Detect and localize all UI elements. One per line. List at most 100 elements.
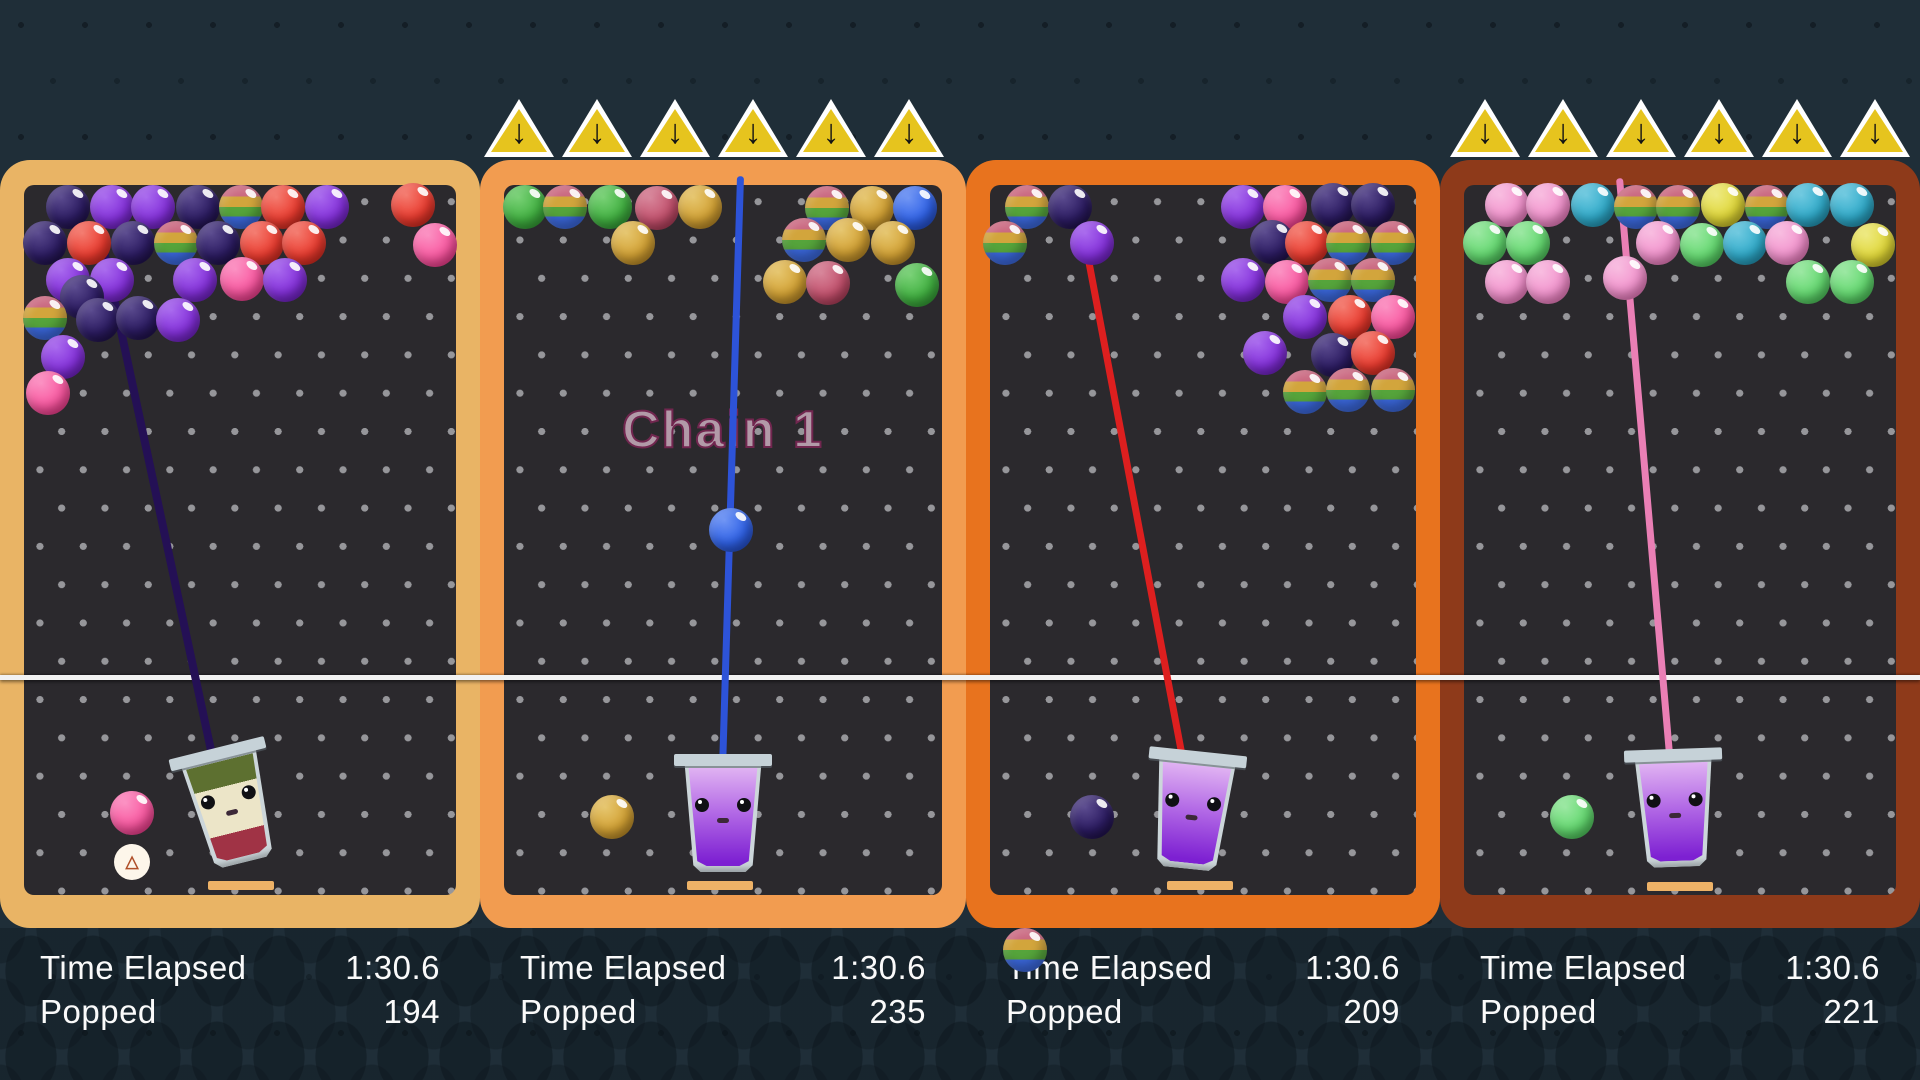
bubble-Q [1765, 221, 1809, 265]
popped-value: 209 [1343, 993, 1400, 1030]
popped-label: Popped [1006, 993, 1123, 1030]
bubble-N [116, 296, 160, 340]
bubble-P [1221, 258, 1265, 302]
next-bubble [1550, 795, 1594, 839]
bubble-Q [1526, 183, 1570, 227]
bubble-W [1351, 258, 1395, 302]
bubble-P [1243, 331, 1287, 375]
stats-player-1: Time Elapsed 1:30.6 Popped 194 [40, 946, 440, 1034]
bubble-T [1723, 221, 1767, 265]
next-bubble [110, 791, 154, 835]
bubble-W [1371, 221, 1415, 265]
time-elapsed-label: Time Elapsed [1480, 949, 1687, 986]
warning-drop-icon: ↓ [562, 99, 632, 157]
cup-eye-left [695, 798, 710, 813]
cup-liquid [1148, 761, 1236, 867]
down-arrow-icon: ↓ [1788, 113, 1806, 151]
warning-drop-icon: ↓ [1840, 99, 1910, 157]
cup-body [1628, 753, 1722, 868]
bubble-D [871, 221, 915, 265]
stats-player-3: Time Elapsed 1:30.6 Popped 209 [1006, 946, 1400, 1034]
time-elapsed-value: 1:30.6 [1305, 949, 1400, 986]
down-arrow-icon: ↓ [900, 113, 918, 151]
warning-drop-icon: ↓ [1684, 99, 1754, 157]
bubble-W [23, 296, 67, 340]
down-arrow-icon: ↓ [1866, 113, 1884, 151]
shooter-cup [1623, 747, 1723, 868]
cup-lid [674, 754, 772, 766]
bubble-L [1680, 223, 1724, 267]
down-arrow-icon: ↓ [822, 113, 840, 151]
popped-label: Popped [520, 993, 637, 1030]
popped-row: Popped 209 [1006, 990, 1400, 1034]
down-arrow-icon: ↓ [588, 113, 606, 151]
shooter-cup [1141, 746, 1248, 874]
time-elapsed-row: Time Elapsed 1:30.6 [40, 946, 440, 990]
bubble-W [1326, 368, 1370, 412]
shooter-platform [208, 881, 274, 890]
time-elapsed-row: Time Elapsed 1:30.6 [1006, 946, 1400, 990]
cup-mouth [717, 818, 729, 824]
bubble-Q [1636, 221, 1680, 265]
stats-player-2: Time Elapsed 1:30.6 Popped 235 [520, 946, 926, 1034]
warning-drop-icon: ↓ [1606, 99, 1676, 157]
bubble-N [76, 298, 120, 342]
shooter-platform [1167, 881, 1233, 890]
down-arrow-icon: ↓ [744, 113, 762, 151]
cup-liquid [688, 768, 758, 866]
cup-liquid [182, 752, 281, 866]
swap-bubble-icon[interactable]: △ [114, 844, 150, 880]
time-elapsed-value: 1:30.6 [345, 949, 440, 986]
bubble-R [67, 221, 111, 265]
bubble-T [1830, 183, 1874, 227]
bubble-P [1283, 295, 1327, 339]
bubble-Q [1485, 260, 1529, 304]
bubble-L [1463, 221, 1507, 265]
bubble-Y [1851, 223, 1895, 267]
bubble-P [156, 298, 200, 342]
bubble-Q [1603, 256, 1647, 300]
warning-drop-icon: ↓ [1762, 99, 1832, 157]
bubble-G [895, 263, 939, 307]
bubble-L [1830, 260, 1874, 304]
stats-player-4: Time Elapsed 1:30.6 Popped 221 [1480, 946, 1880, 1034]
bubble-L [1506, 221, 1550, 265]
bubble-G [503, 185, 547, 229]
next-bubble [590, 795, 634, 839]
bubble-P [1070, 221, 1114, 265]
down-arrow-icon: ↓ [666, 113, 684, 151]
bubble-P [1221, 185, 1265, 229]
down-arrow-icon: ↓ [510, 113, 528, 151]
bubble-D [678, 185, 722, 229]
bubble-D [826, 218, 870, 262]
popped-value: 221 [1823, 993, 1880, 1030]
warning-drop-icon: ↓ [1450, 99, 1520, 157]
time-elapsed-value: 1:30.6 [831, 949, 926, 986]
flying-bubble [709, 508, 753, 552]
bubble-W [1308, 258, 1352, 302]
cup-liquid [1634, 762, 1715, 863]
time-elapsed-row: Time Elapsed 1:30.6 [1480, 946, 1880, 990]
chain-counter: Chain 1 [621, 400, 824, 460]
next-bubble [1070, 795, 1114, 839]
bubble-R [391, 183, 435, 227]
bubble-Q [1485, 183, 1529, 227]
down-arrow-icon: ↓ [1632, 113, 1650, 151]
bubble-T [1786, 183, 1830, 227]
bubble-W [543, 185, 587, 229]
bubble-K [220, 257, 264, 301]
bubble-Y [1701, 183, 1745, 227]
bubble-K [26, 371, 70, 415]
bubble-W [154, 221, 198, 265]
popped-label: Popped [40, 993, 157, 1030]
bubble-D [763, 260, 807, 304]
bubble-W [1326, 221, 1370, 265]
popped-value: 194 [383, 993, 440, 1030]
bubble-W [1283, 370, 1327, 414]
triangle-icon: △ [125, 852, 139, 871]
warning-drop-icon: ↓ [718, 99, 788, 157]
bubble-W [1371, 368, 1415, 412]
bubble-K [413, 223, 457, 267]
shooter-platform [687, 881, 753, 890]
